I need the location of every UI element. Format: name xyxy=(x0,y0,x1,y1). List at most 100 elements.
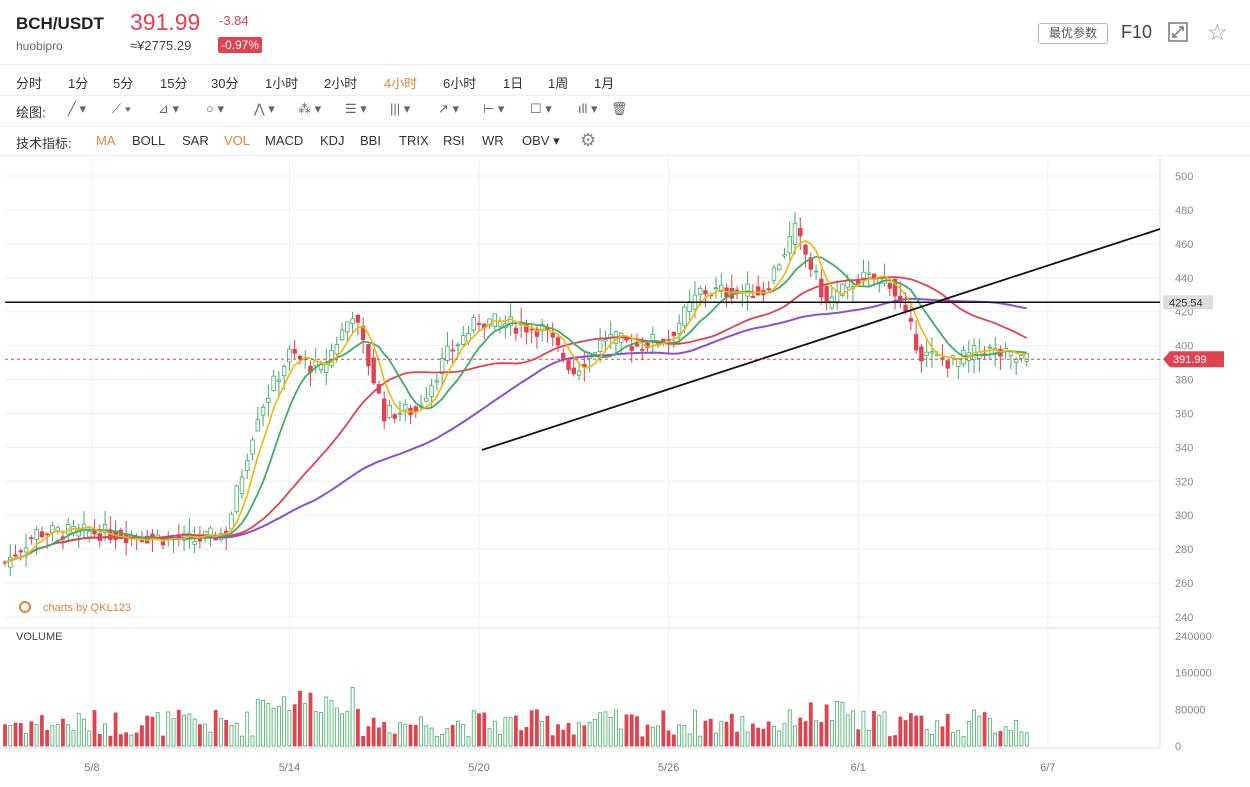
volume-bar xyxy=(498,733,502,747)
zigzag-tool-icon[interactable]: ⋀ ▾ xyxy=(254,101,275,116)
volume-bar xyxy=(29,721,34,747)
volume-bar xyxy=(403,723,408,747)
period-tab[interactable]: 1月 xyxy=(594,76,615,91)
candle-body xyxy=(992,348,998,356)
price-chart[interactable]: 240 260 280 300 320 340 360 380 400 420 440 460 480 5… xyxy=(0,155,1250,787)
candle-body xyxy=(445,345,450,361)
candle-body xyxy=(508,316,513,327)
volume-bar xyxy=(829,720,834,747)
candle-body xyxy=(255,419,260,432)
candle-body xyxy=(229,513,234,530)
parallel-tool-icon[interactable]: ||| ▾ xyxy=(390,101,411,116)
volume-bar xyxy=(924,729,929,747)
period-tab[interactable]: 1分 xyxy=(68,76,89,91)
candle-body xyxy=(371,357,376,384)
volume-bar xyxy=(477,713,481,747)
indicator-tab[interactable]: MACD xyxy=(265,133,304,148)
period-tab[interactable]: 15分 xyxy=(160,76,188,91)
indicator-tab[interactable]: WR xyxy=(482,133,504,148)
candle-body xyxy=(597,339,603,352)
volume-bar xyxy=(445,728,450,747)
volume-bar xyxy=(661,710,666,747)
volume-bar xyxy=(835,701,840,747)
pattern-tool-icon[interactable]: ⁂ ▾ xyxy=(298,101,322,116)
settings-gear-icon[interactable]: ⚙ xyxy=(580,130,597,150)
candle-body xyxy=(276,379,282,382)
price-tick-label: 320 xyxy=(1175,476,1193,488)
volume-bar xyxy=(529,710,534,747)
indicator-tab[interactable]: BOLL xyxy=(132,133,166,148)
price-tick-label: 300 xyxy=(1175,510,1193,522)
volume-bar xyxy=(276,705,281,747)
ray-tool-icon[interactable]: ⟋ ▾ xyxy=(112,101,132,116)
note-tool-icon[interactable]: ☐ ▾ xyxy=(530,101,552,116)
optimal-params-button[interactable]: 最优参数 xyxy=(1038,23,1108,44)
candle-body xyxy=(808,257,813,270)
price-tick-label: 380 xyxy=(1175,375,1193,387)
volume-bar xyxy=(556,724,560,747)
indicator-tab[interactable]: MA xyxy=(96,133,116,148)
volume-bar xyxy=(650,726,655,747)
period-tab[interactable]: 1周 xyxy=(548,76,569,91)
volume-bar xyxy=(629,714,634,747)
circle-tool-icon[interactable]: ○ ▾ xyxy=(206,101,224,116)
indicator-tab[interactable]: BBI xyxy=(360,133,381,148)
indicator-tab[interactable]: KDJ xyxy=(320,133,345,148)
volume-bar xyxy=(134,732,139,747)
volume-bar xyxy=(266,703,271,747)
volume-bar xyxy=(424,725,429,747)
arrow-tool-icon[interactable]: ↗ ▾ xyxy=(438,101,460,116)
volume-bar xyxy=(203,723,208,747)
indicator-tab[interactable]: SAR xyxy=(182,133,209,148)
volume-bar xyxy=(456,720,460,747)
volume-bar xyxy=(624,714,629,747)
volume-bar xyxy=(930,733,934,747)
volume-bar xyxy=(972,709,976,747)
candle-body xyxy=(292,348,297,354)
trash-icon[interactable]: 🗑 xyxy=(611,101,628,116)
indicator-tab[interactable]: RSI xyxy=(443,133,465,148)
period-tab[interactable]: 2小时 xyxy=(324,76,358,91)
candle-body xyxy=(50,525,55,533)
price-tick-label: 240 xyxy=(1175,612,1193,624)
period-tab[interactable]: 分时 xyxy=(16,76,43,91)
volume-panel-label: VOLUME xyxy=(16,631,62,643)
volume-bar xyxy=(45,729,50,747)
candle-body xyxy=(429,385,434,397)
favorite-star-icon[interactable]: ☆ xyxy=(1207,19,1228,45)
period-bar: 分时 1分 5分 15分 30分 1小时 2小时 4小时 6小时 1日 1周 1月 xyxy=(0,72,1250,94)
bars-tool-icon[interactable]: ıll ▾ xyxy=(578,101,598,116)
candle-body xyxy=(118,529,124,540)
volume-bar xyxy=(408,724,413,747)
fibonacci-tool-icon[interactable]: ☰ ▾ xyxy=(345,101,367,116)
angle-tool-icon[interactable]: ⊿ ▾ xyxy=(158,101,180,116)
candle-body xyxy=(513,327,519,334)
volume-bar xyxy=(808,702,813,747)
indicator-tab[interactable]: OBV ▾ xyxy=(522,133,560,148)
volume-bar xyxy=(777,730,782,747)
candle-body xyxy=(1008,351,1014,357)
candle-body xyxy=(455,344,461,347)
period-tab[interactable]: 6小时 xyxy=(443,76,477,91)
indicator-bar: 技术指标: MA BOLL SAR VOL MACD KDJ BBI TRIX RSI WR OBV… xyxy=(0,130,1250,154)
price-tick-label: 440 xyxy=(1175,273,1193,285)
volume-bar xyxy=(656,725,660,747)
volume-bar xyxy=(735,731,739,747)
period-tab[interactable]: 30分 xyxy=(211,76,239,91)
time-tick-label: 5/8 xyxy=(84,762,99,774)
volume-bar xyxy=(261,699,265,747)
f10-button[interactable]: F10 xyxy=(1121,22,1153,42)
trend-line xyxy=(481,228,1161,451)
indicator-tab[interactable]: TRIX xyxy=(399,133,429,148)
line-tool-icon[interactable]: ╱ ▾ xyxy=(68,101,86,116)
volume-bar xyxy=(355,709,360,747)
fullscreen-icon[interactable] xyxy=(1168,22,1188,42)
period-tab[interactable]: 1日 xyxy=(503,76,524,91)
period-tab[interactable]: 1小时 xyxy=(265,76,299,91)
period-tab[interactable]: 5分 xyxy=(113,76,134,91)
indicator-tab[interactable]: VOL xyxy=(224,133,251,148)
range-tool-icon[interactable]: ⊢ ▾ xyxy=(483,101,505,116)
volume-bar xyxy=(382,721,387,747)
period-tab[interactable]: 4小时 xyxy=(384,76,418,91)
candle-body xyxy=(803,244,808,255)
